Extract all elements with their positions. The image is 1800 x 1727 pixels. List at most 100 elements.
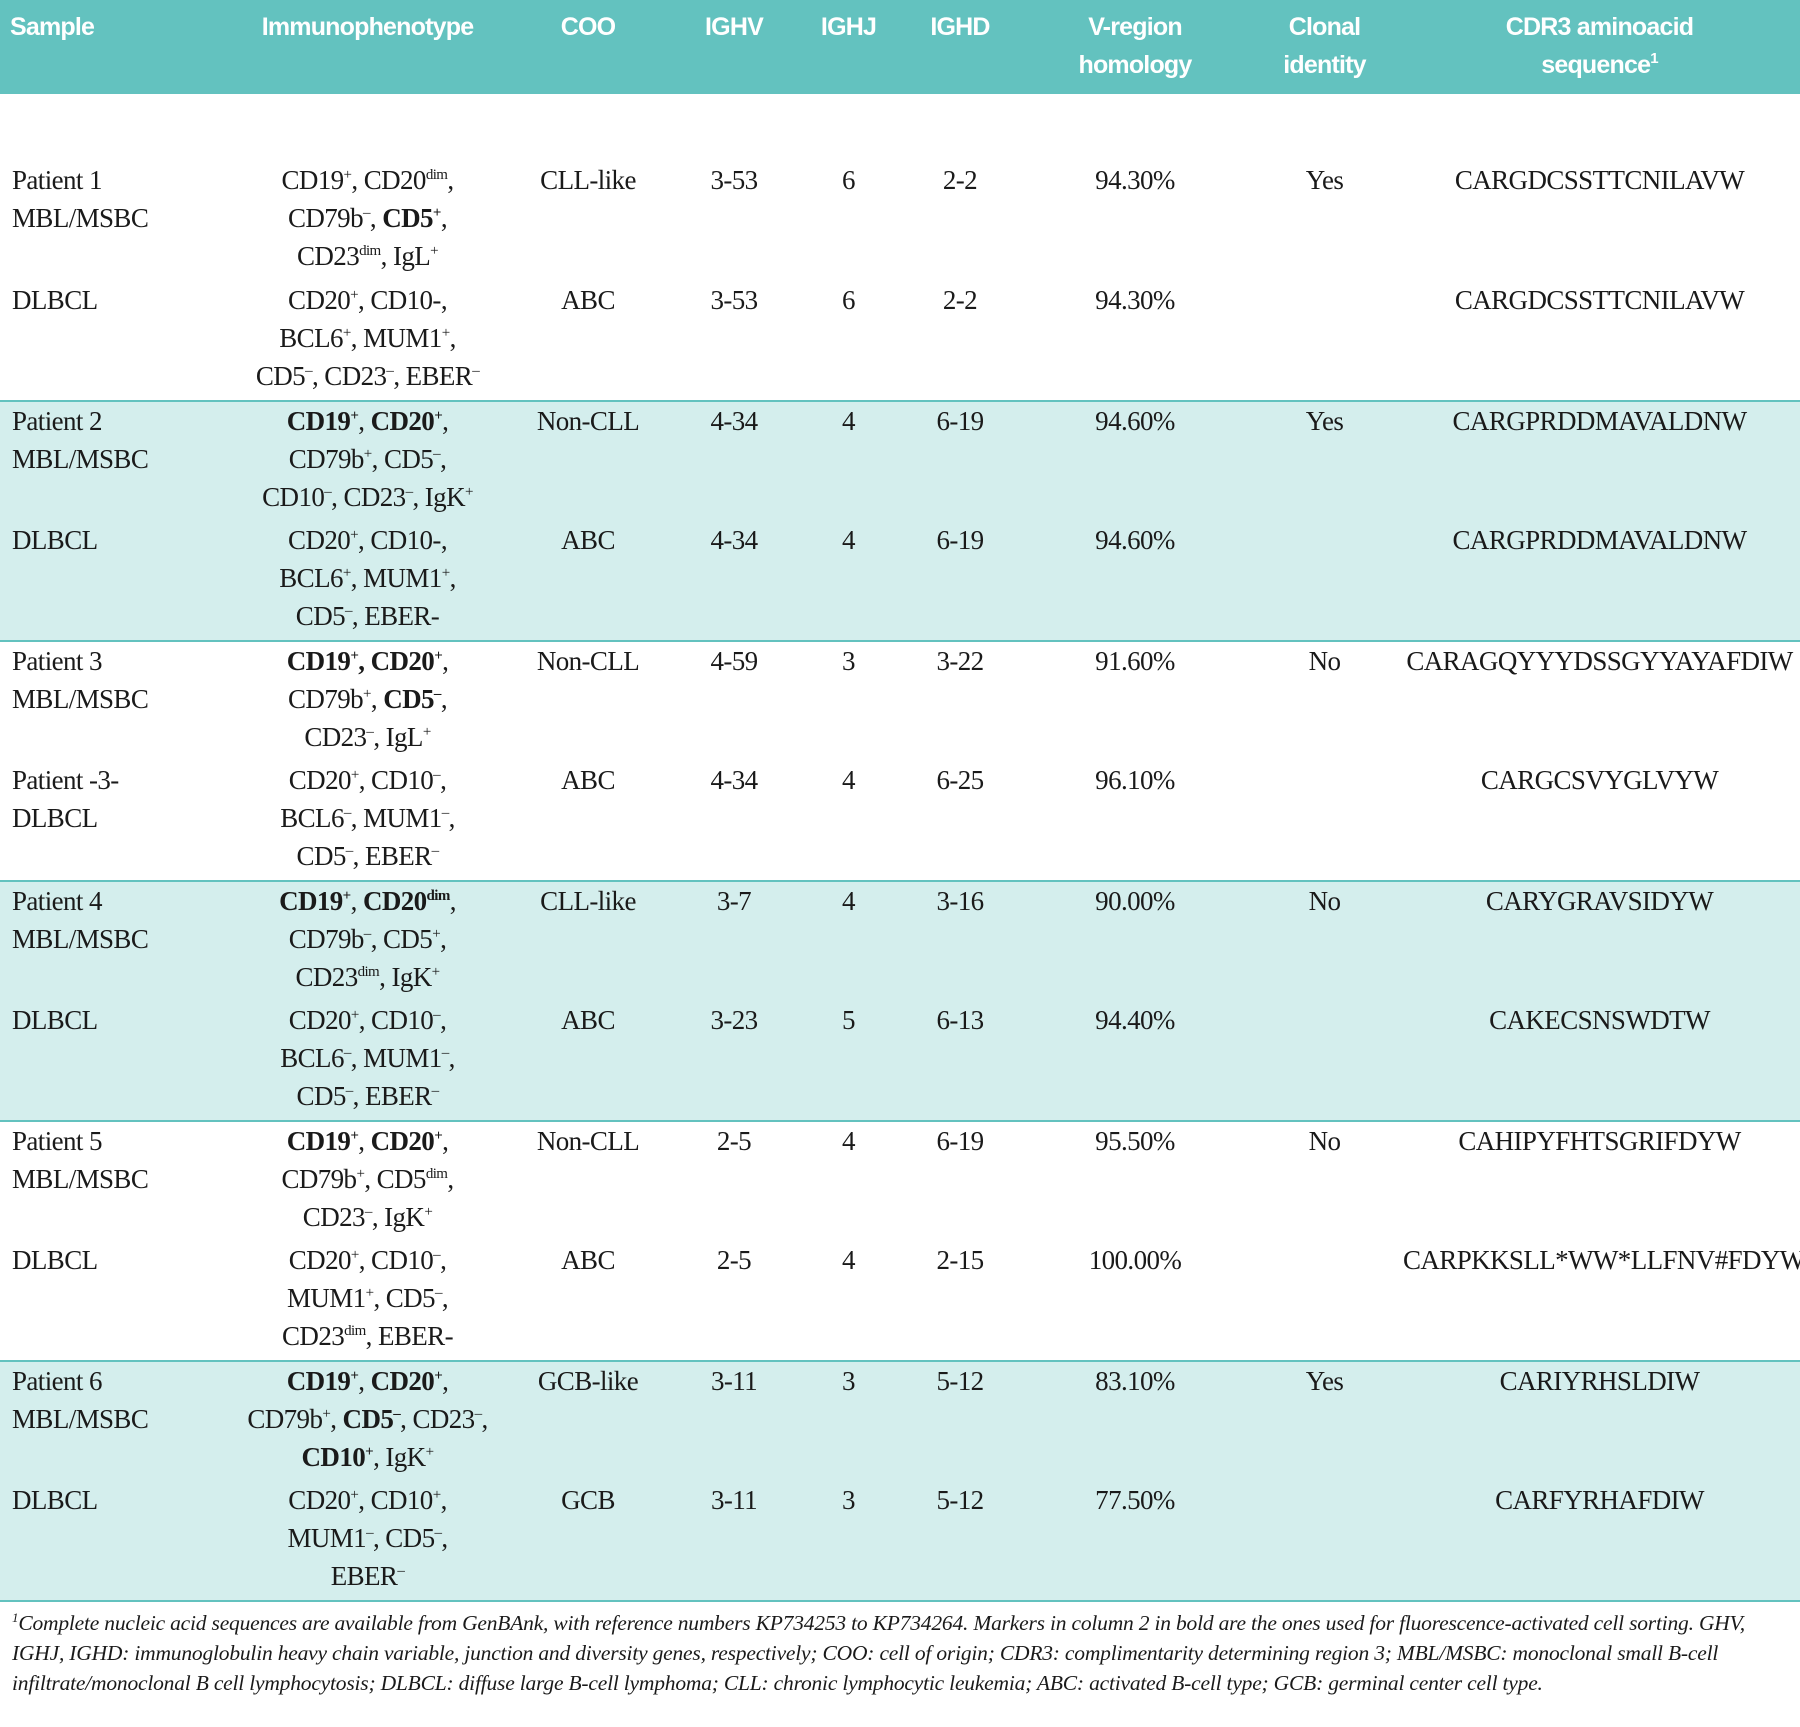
footnote-marker: 1 [12, 1610, 19, 1625]
superscript: + [342, 325, 351, 341]
ighj-cell: 4 [842, 1126, 856, 1156]
superscript: + [350, 767, 359, 783]
sample-cell: DLBCL [0, 281, 230, 402]
text-line: MBL/MSBC [12, 1404, 149, 1434]
bold-segment: CD5+ [382, 203, 441, 233]
text-line: MBL/MSBC [12, 203, 149, 233]
bold-segment: CD10+ [302, 1442, 374, 1472]
ighd-cell: 6-19 [936, 1126, 984, 1156]
spacer-cell [0, 94, 230, 161]
segment-text: CD19 [286, 646, 351, 676]
sample-cell: DLBCL [0, 1481, 230, 1602]
segment-text: CD20 [288, 1005, 352, 1035]
sample-cell: Patient -3- DLBCL [0, 761, 230, 882]
ighv-cell: 4-34 [671, 761, 797, 882]
cdr3-cell: CAHIPYFHTSGRIFDYW [1458, 1126, 1741, 1156]
bold-segment: CD5– [383, 684, 441, 714]
spacer-row [0, 94, 1800, 161]
text-line: Patient 3 [12, 646, 102, 676]
superscript: – [386, 363, 394, 379]
immunophenotype-cell: CD20+, CD10–, BCL6–, MUM1–, CD5–, EBER– [230, 761, 505, 882]
segment-text: MUM1 [286, 1283, 366, 1313]
text-line: CD79b+, CD5dim, [234, 1160, 501, 1198]
superscript: + [350, 1007, 359, 1023]
sample-row: DLBCL CD20+, CD10–, MUM1+, CD5–, CD23dim, E… [0, 1241, 1800, 1362]
segment-text: CD5 [296, 1081, 347, 1111]
cdr3-cell: CARAGQYYYDSSGYYAYAFDIW [1406, 646, 1793, 676]
superscript: + [424, 1204, 433, 1220]
spacer-cell [1020, 94, 1250, 161]
bold-segment: CD5– [343, 1404, 401, 1434]
text-line: EBER– [234, 1557, 501, 1595]
text-line: CD19+, CD20+, [234, 1362, 501, 1400]
text-line: identity [1283, 51, 1366, 79]
segment-text: , CD23 [400, 1404, 475, 1434]
sample-row: Patient 5 MBL/MSBC CD19+, CD20+, CD79b+, CD… [0, 1121, 1800, 1241]
ighv-cell: 3-23 [671, 1001, 797, 1122]
cdr3-cell: CARGDCSSTTCNILAVW [1454, 165, 1745, 195]
text-line: CD19+, CD20dim, [234, 882, 501, 920]
text-line: MUM1–, CD5–, [234, 1519, 501, 1557]
segment-text: , IgK [412, 482, 465, 512]
coo-cell: ABC [505, 761, 671, 882]
superscript: + [434, 1368, 443, 1384]
sample-cell: Patient 2 MBL/MSBC [0, 401, 230, 521]
text-line: CD5–, EBER– [234, 837, 501, 875]
footnote: 1Complete nucleic acid sequences are ava… [0, 1602, 1800, 1698]
segment-text: , EBER- [365, 1321, 454, 1351]
bold-segment: CD20+ [371, 1126, 443, 1156]
text-line: CD20+, CD10+, [234, 1481, 501, 1519]
segment-text: , IgK [379, 962, 432, 992]
text-line: IGHD [930, 13, 990, 41]
text-line: Patient 2 [12, 406, 102, 436]
sample-cell: Patient 1 MBL/MSBC [0, 161, 230, 281]
column-header: Clonal identity [1250, 0, 1399, 94]
segment-text: CD5 [296, 841, 347, 871]
segment-text: CD23 [302, 1202, 366, 1232]
segment-text: , IgK [373, 1442, 426, 1472]
superscript: + [425, 1444, 434, 1460]
segment-text: , [358, 646, 371, 676]
sample-cell: Patient 5 MBL/MSBC [0, 1121, 230, 1241]
text-line: CD10–, CD23–, IgK+ [234, 478, 501, 516]
text-line: MBL/MSBC [12, 444, 149, 474]
homology-cell: 94.30% [1020, 281, 1250, 402]
ighd-cell: 5-12 [900, 1481, 1020, 1602]
ighj-cell: 4 [797, 761, 900, 882]
ighv-cell: 3-53 [710, 165, 758, 195]
ighj-cell: 6 [797, 281, 900, 402]
immunophenotype-cell: CD19+, CD20+, CD79b+, CD5–, CD23–, CD10+, … [230, 1361, 505, 1481]
homology-cell: 100.00% [1020, 1241, 1250, 1362]
text-line: DLBCL [12, 1005, 98, 1035]
text-line: CDR3 aminoacid [1505, 13, 1694, 41]
segment-text: , CD23 [311, 361, 387, 391]
superscript: dim [425, 167, 448, 183]
cdr3-cell: CARIYRHSLDIW [1399, 1361, 1800, 1481]
text-line: CD5–, EBER– [234, 1077, 501, 1115]
column-header: IGHV [671, 0, 797, 94]
text-line: CD20+, CD10-, [234, 281, 501, 319]
bold-segment: CD19+ [287, 1126, 359, 1156]
superscript: – [433, 686, 441, 702]
sample-cell: Patient 3 MBL/MSBC [0, 641, 230, 761]
homology-cell: 77.50% [1020, 1481, 1250, 1602]
segment-text: , MUM1 [350, 563, 443, 593]
clonal-identity-cell: Yes [1305, 165, 1344, 195]
superscript: – [433, 446, 441, 462]
superscript: – [405, 484, 413, 500]
text-line: CD19+, CD20+, [234, 402, 501, 440]
superscript: – [343, 805, 351, 821]
superscript: + [363, 446, 372, 462]
homology-cell: 94.40% [1020, 1001, 1250, 1122]
superscript: – [434, 1525, 442, 1541]
segment-text: , [369, 203, 383, 233]
segment-text: , [448, 803, 456, 833]
segment-text: CD20 [288, 1485, 351, 1515]
ighv-cell: 3-53 [671, 281, 797, 402]
ighv-cell: 4-34 [671, 401, 797, 521]
segment-text: , CD10-, [358, 525, 448, 555]
segment-text: CD5 [295, 601, 346, 631]
text-line: DLBCL [12, 285, 98, 315]
segment-text: EBER [330, 1561, 398, 1591]
